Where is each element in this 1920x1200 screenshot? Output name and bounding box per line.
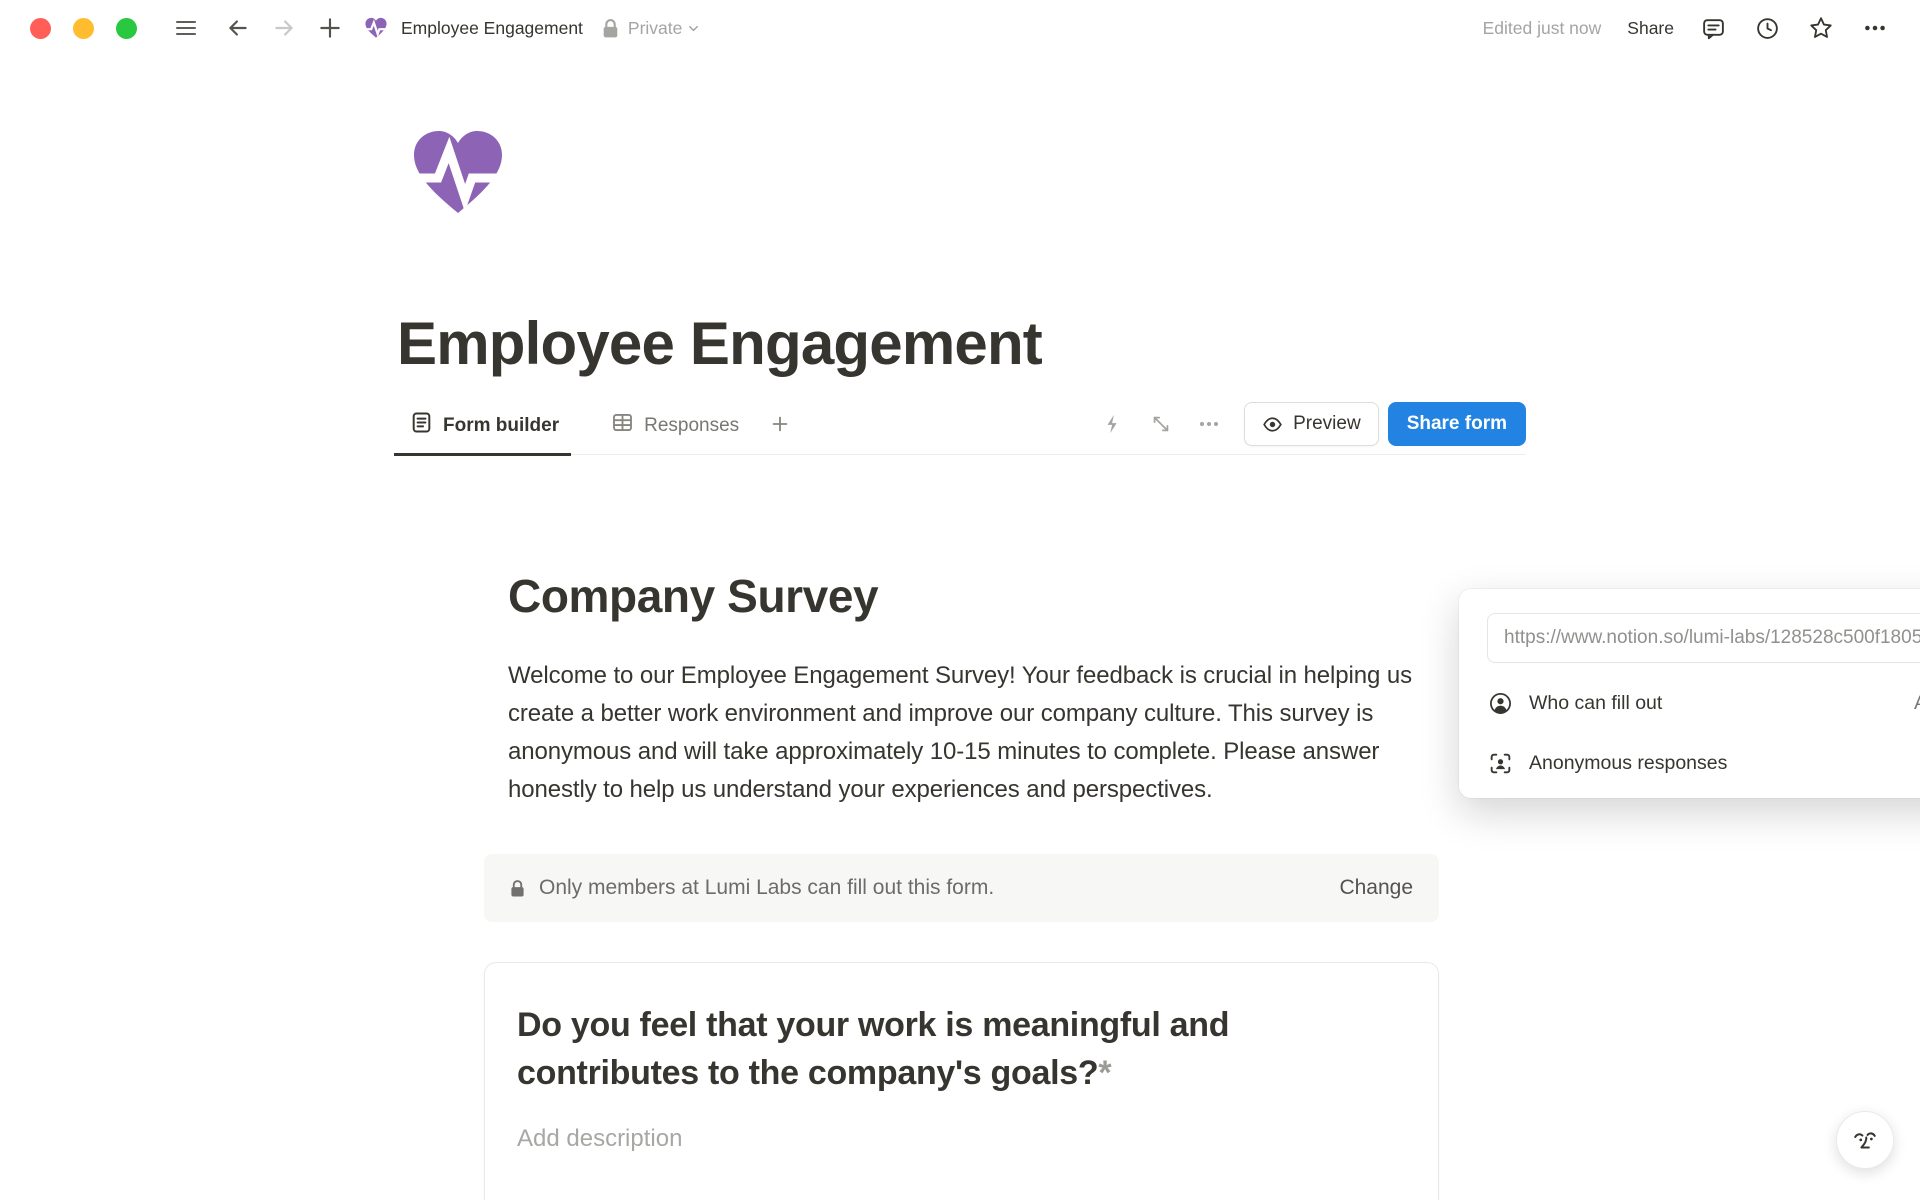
form-description[interactable]: Welcome to our Employee Engagement Surve… — [508, 662, 1412, 803]
page-heart-pulse-icon — [361, 13, 391, 43]
banner-lock-icon — [510, 879, 525, 898]
preview-button[interactable]: Preview — [1244, 402, 1379, 446]
tab-form-builder[interactable]: Form builder — [394, 400, 572, 456]
tab-responses[interactable]: Responses — [595, 400, 751, 456]
required-asterisk: * — [1098, 1054, 1112, 1092]
tabs-row: Form builder Responses — [394, 400, 1526, 456]
share-form-button[interactable]: Share form — [1387, 402, 1526, 446]
anonymous-person-icon — [1487, 751, 1513, 776]
comments-icon[interactable] — [1698, 13, 1728, 43]
back-arrow-icon[interactable] — [223, 13, 253, 43]
window-minimize-button[interactable] — [73, 17, 94, 39]
automations-zap-icon[interactable] — [1098, 409, 1128, 439]
form-link-box — [1487, 613, 1920, 663]
updates-clock-icon[interactable] — [1752, 13, 1782, 43]
share-menu-button[interactable]: Share — [1627, 17, 1674, 38]
more-options-icon[interactable] — [1860, 13, 1890, 43]
form-link-input[interactable] — [1488, 614, 1920, 662]
notion-ai-button[interactable] — [1836, 1111, 1894, 1169]
tab-responses-label: Responses — [644, 414, 740, 436]
ai-face-icon — [1848, 1123, 1882, 1157]
responses-table-icon — [611, 411, 634, 440]
person-circle-icon — [1487, 691, 1513, 716]
page-heart-pulse-emoji[interactable] — [408, 126, 1526, 225]
expand-fullscreen-icon[interactable] — [1146, 409, 1176, 439]
who-can-fill-out-label: Who can fill out — [1529, 691, 1663, 714]
page-content: Employee Engagement Form builder Respons… — [394, 126, 1920, 1200]
titlebar: Employee Engagement Private Edited just … — [0, 0, 1920, 56]
tab-form-builder-label: Form builder — [443, 414, 560, 436]
favorite-star-icon[interactable] — [1806, 13, 1836, 43]
who-can-fill-out-selector[interactable]: Anyone at Lumi Labs with link — [1914, 692, 1920, 715]
privacy-status-label[interactable]: Private — [627, 17, 683, 38]
breadcrumb-page-title[interactable]: Employee Engagement — [401, 17, 583, 38]
chevron-down-icon[interactable] — [684, 13, 702, 43]
view-options-dots-icon[interactable] — [1194, 409, 1224, 439]
window-zoom-button[interactable] — [116, 17, 137, 39]
form-preview-area: Company Survey Welcome to our Employee E… — [484, 569, 1439, 1200]
eye-icon — [1262, 414, 1283, 435]
change-access-button[interactable]: Change — [1339, 876, 1413, 899]
question-card[interactable]: Do you feel that your work is meaningful… — [484, 962, 1439, 1200]
preview-button-label: Preview — [1293, 413, 1361, 434]
edited-timestamp: Edited just now — [1482, 17, 1602, 38]
window-close-button[interactable] — [30, 17, 51, 39]
new-page-plus-icon[interactable] — [315, 13, 345, 43]
question-title[interactable]: Do you feel that your work is meaningful… — [517, 1006, 1230, 1092]
sidebar-menu-icon[interactable] — [171, 13, 201, 43]
form-builder-doc-icon — [410, 411, 433, 440]
who-can-fill-out-value: Anyone at Lumi Labs with link — [1914, 692, 1920, 715]
share-form-popover: Who can fill out Anyone at Lumi Labs wit… — [1459, 589, 1920, 798]
add-view-plus-icon[interactable] — [769, 413, 791, 442]
who-can-fill-out-row[interactable]: Who can fill out Anyone at Lumi Labs wit… — [1487, 683, 1920, 723]
question-description-placeholder[interactable]: Add description — [517, 1125, 683, 1152]
forward-arrow-icon[interactable] — [269, 13, 299, 43]
anonymous-responses-label: Anonymous responses — [1529, 751, 1728, 774]
form-heading[interactable]: Company Survey — [508, 570, 879, 622]
private-lock-icon — [601, 13, 621, 43]
members-only-banner: Only members at Lumi Labs can fill out t… — [484, 854, 1439, 922]
members-only-notice: Only members at Lumi Labs can fill out t… — [539, 876, 995, 899]
anonymous-responses-row: Anonymous responses — [1487, 743, 1920, 783]
form-toolbar: Preview Share form — [1098, 402, 1526, 452]
page-title[interactable]: Employee Engagement — [397, 310, 1043, 377]
